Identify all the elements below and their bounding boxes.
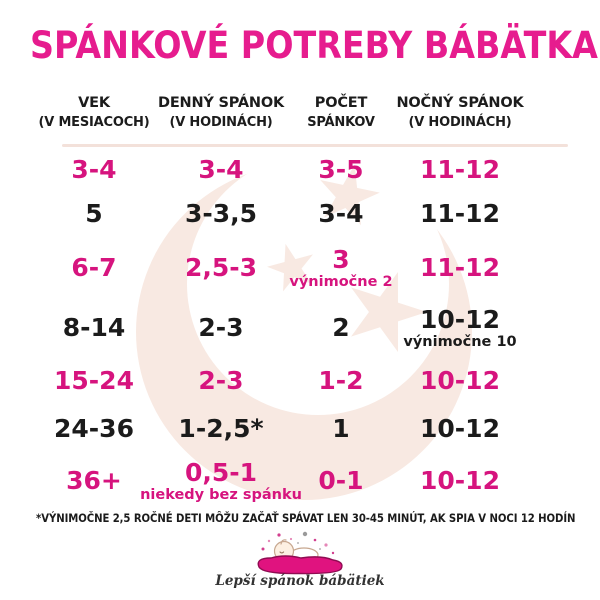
table-row: 15-24 2-3 1-2 10-12 [28, 359, 520, 404]
night-sleep-cell: 11-12 [420, 253, 500, 283]
day-sleep-cell: 3-4 [198, 154, 244, 184]
naps-cell: 3 výnimočne 2 [289, 244, 393, 291]
night-sleep-note: výnimočne 10 [403, 334, 517, 351]
table-row: 5 3-3,5 3-4 11-12 [28, 192, 520, 237]
age-cell: 15-24 [54, 366, 134, 396]
star-icon [320, 164, 380, 226]
naps-cell: 0-1 [318, 466, 364, 496]
age-cell: 8-14 [62, 313, 126, 343]
column-header-unit: (V HODINÁCH) [169, 115, 273, 130]
column-header-night-sleep: NOČNÝ SPÁNOK (V HODINÁCH) [396, 95, 523, 145]
naps-note: výnimočne 2 [289, 274, 393, 291]
brand-logo: Lepší spánok bábätiek [0, 531, 600, 589]
night-sleep-cell: 11-12 [420, 199, 500, 229]
naps-cell: 1-2 [318, 366, 364, 396]
age-cell: 3-4 [71, 154, 117, 184]
header-divider-line [62, 144, 568, 147]
column-header-unit: SPÁNKOV [307, 115, 375, 130]
column-header-day-sleep: DENNÝ SPÁNOK (V HODINÁCH) [157, 95, 285, 145]
night-sleep-cell: 11-12 [420, 154, 500, 184]
column-header-unit: (V MESIACOCH) [38, 115, 150, 130]
day-sleep-cell: 2-3 [198, 313, 244, 343]
age-cell: 5 [85, 199, 103, 229]
naps-cell: 1 [332, 414, 350, 444]
column-header-unit: (V HODINÁCH) [408, 115, 512, 130]
column-header-age: VEK (V MESIACOCH) [28, 95, 160, 145]
night-sleep-cell: 10-12 [420, 366, 500, 396]
table-row: 24-36 1-2,5* 1 10-12 [28, 407, 520, 452]
day-sleep-cell: 3-3,5 [184, 199, 258, 229]
table-row: 3-4 3-4 3-5 11-12 [28, 148, 520, 192]
sparkle-dots [261, 531, 335, 555]
night-sleep-cell: 10-12 [420, 466, 500, 496]
column-header-naps-count: POČET SPÁNKOV [282, 95, 400, 145]
day-sleep-note: niekedy bez spánku [140, 487, 302, 504]
footnote: *VÝNIMOČNE 2,5 ROČNÉ DETI MÔŽU ZAČAŤ SPÁ… [36, 511, 576, 525]
column-header-label: VEK [78, 95, 110, 111]
age-cell: 6-7 [71, 253, 117, 283]
age-cell: 24-36 [54, 414, 134, 444]
table-row: 8-14 2-3 2 10-12 výnimočne 10 [28, 299, 520, 358]
star-icon [351, 272, 427, 352]
star-icon [267, 243, 313, 292]
age-cell: 36+ [66, 466, 122, 496]
day-sleep-cell: 2-3 [198, 366, 244, 396]
column-header-label: POČET [314, 95, 368, 111]
naps-cell: 2 [332, 313, 350, 343]
column-header-label: NOČNÝ SPÁNOK [396, 95, 524, 111]
table-header-row: VEK (V MESIACOCH) DENNÝ SPÁNOK (V HODINÁ… [28, 95, 524, 145]
naps-cell: 3-4 [318, 199, 364, 229]
day-sleep-cell: 0,5-1 niekedy bez spánku [140, 457, 302, 504]
day-sleep-cell: 1-2,5* [178, 414, 264, 444]
brand-name: Lepší spánok bábätiek [215, 573, 385, 589]
sleeping-baby-icon [257, 531, 343, 575]
night-sleep-cell: 10-12 výnimočne 10 [403, 304, 517, 351]
page-title: SPÁNKOVÉ POTREBY BÁBÄTKA [30, 24, 598, 67]
night-sleep-cell: 10-12 [420, 414, 500, 444]
table-row: 6-7 2,5-3 3 výnimočne 2 11-12 [28, 239, 520, 298]
day-sleep-cell: 2,5-3 [184, 253, 258, 283]
column-header-label: DENNÝ SPÁNOK [157, 95, 285, 111]
naps-cell: 3-5 [318, 154, 364, 184]
table-row: 36+ 0,5-1 niekedy bez spánku 0-1 10-12 [28, 453, 520, 510]
